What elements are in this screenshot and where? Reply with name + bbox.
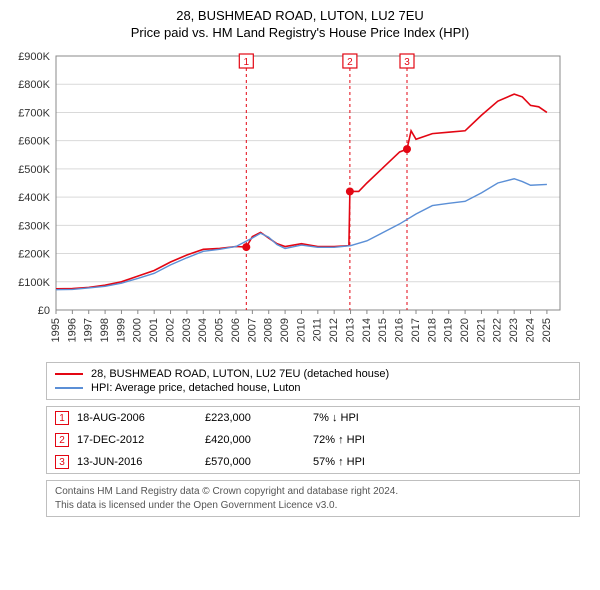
y-tick-label: £600K	[18, 136, 50, 148]
title-address: 28, BUSHMEAD ROAD, LUTON, LU2 7EU	[10, 8, 590, 23]
y-tick-label: £400K	[18, 192, 50, 204]
sale-dot	[242, 243, 250, 251]
legend-swatch	[55, 387, 83, 389]
series-line	[56, 179, 547, 290]
y-tick-label: £800K	[18, 79, 50, 91]
sale-marker-num: 1	[244, 57, 250, 68]
chart-container: 28, BUSHMEAD ROAD, LUTON, LU2 7EU Price …	[0, 0, 600, 527]
sales-price: £420,000	[205, 434, 305, 446]
sales-price: £223,000	[205, 412, 305, 424]
legend-item: 28, BUSHMEAD ROAD, LUTON, LU2 7EU (detac…	[55, 367, 571, 381]
series-line	[56, 94, 547, 289]
x-tick-label: 2009	[279, 318, 291, 342]
x-tick-label: 2000	[132, 318, 144, 342]
x-tick-label: 2007	[246, 318, 258, 342]
x-tick-label: 2025	[541, 318, 553, 342]
x-tick-label: 1997	[83, 318, 95, 342]
sales-marker: 3	[55, 455, 69, 469]
x-tick-label: 1999	[115, 318, 127, 342]
legend-label: 28, BUSHMEAD ROAD, LUTON, LU2 7EU (detac…	[91, 368, 389, 380]
x-tick-label: 1996	[66, 318, 78, 342]
x-tick-label: 2012	[328, 318, 340, 342]
x-tick-label: 2023	[508, 318, 520, 342]
sales-table: 1 18-AUG-2006 £223,000 7% ↓ HPI 2 17-DEC-2012…	[46, 406, 580, 474]
title-subtitle: Price paid vs. HM Land Registry's House …	[10, 25, 590, 40]
y-tick-label: £200K	[18, 249, 50, 261]
sales-date: 17-DEC-2012	[77, 434, 197, 446]
x-tick-label: 2004	[197, 318, 209, 342]
sales-delta: 72% ↑ HPI	[313, 434, 571, 446]
y-tick-label: £100K	[18, 277, 50, 289]
sales-marker: 2	[55, 433, 69, 447]
legend: 28, BUSHMEAD ROAD, LUTON, LU2 7EU (detac…	[46, 362, 580, 400]
y-tick-label: £500K	[18, 164, 50, 176]
x-tick-label: 2017	[410, 318, 422, 342]
y-tick-label: £900K	[18, 51, 50, 63]
chart-titles: 28, BUSHMEAD ROAD, LUTON, LU2 7EU Price …	[10, 8, 590, 40]
sales-marker: 1	[55, 411, 69, 425]
x-tick-label: 2016	[394, 318, 406, 342]
x-tick-label: 1998	[99, 318, 111, 342]
legend-swatch	[55, 373, 83, 375]
x-tick-label: 2011	[312, 318, 324, 342]
line-chart-svg: £0 £100K £200K £300K £400K £500K £600K £700K £80…	[10, 46, 570, 356]
x-tick-label: 2019	[443, 318, 455, 342]
x-tick-label: 2015	[377, 318, 389, 342]
x-tick-label: 2005	[214, 318, 226, 342]
x-tick-label: 2024	[524, 318, 536, 342]
sales-row: 1 18-AUG-2006 £223,000 7% ↓ HPI	[47, 407, 579, 429]
x-tick-label: 2008	[263, 318, 275, 342]
x-tick-label: 2018	[426, 318, 438, 342]
sale-dot	[346, 187, 354, 195]
sales-delta: 7% ↓ HPI	[313, 412, 571, 424]
sales-row: 3 13-JUN-2016 £570,000 57% ↑ HPI	[47, 451, 579, 473]
x-tick-label: 2020	[459, 318, 471, 342]
x-tick-label: 2001	[148, 318, 160, 342]
sales-delta: 57% ↑ HPI	[313, 456, 571, 468]
x-tick-label: 2022	[492, 318, 504, 342]
sales-date: 18-AUG-2006	[77, 412, 197, 424]
x-tick-label: 1995	[50, 318, 62, 342]
y-tick-label: £0	[38, 305, 50, 317]
legend-label: HPI: Average price, detached house, Luto…	[91, 382, 301, 394]
footnote: Contains HM Land Registry data © Crown c…	[46, 480, 580, 517]
sale-dot	[403, 145, 411, 153]
sales-price: £570,000	[205, 456, 305, 468]
x-tick-label: 2021	[475, 318, 487, 342]
sales-row: 2 17-DEC-2012 £420,000 72% ↑ HPI	[47, 429, 579, 451]
sale-marker-num: 3	[404, 57, 410, 68]
sales-date: 13-JUN-2016	[77, 456, 197, 468]
x-tick-label: 2006	[230, 318, 242, 342]
footnote-line2: This data is licensed under the Open Gov…	[55, 499, 571, 513]
x-tick-label: 2010	[295, 318, 307, 342]
x-tick-label: 2014	[361, 318, 373, 342]
footnote-line1: Contains HM Land Registry data © Crown c…	[55, 485, 571, 499]
y-tick-label: £300K	[18, 220, 50, 232]
x-tick-label: 2003	[181, 318, 193, 342]
sale-marker-num: 2	[347, 57, 353, 68]
x-tick-label: 2013	[344, 318, 356, 342]
x-tick-label: 2002	[164, 318, 176, 342]
chart-plot: £0 £100K £200K £300K £400K £500K £600K £700K £80…	[10, 46, 590, 356]
y-tick-label: £700K	[18, 107, 50, 119]
legend-item: HPI: Average price, detached house, Luto…	[55, 381, 571, 395]
